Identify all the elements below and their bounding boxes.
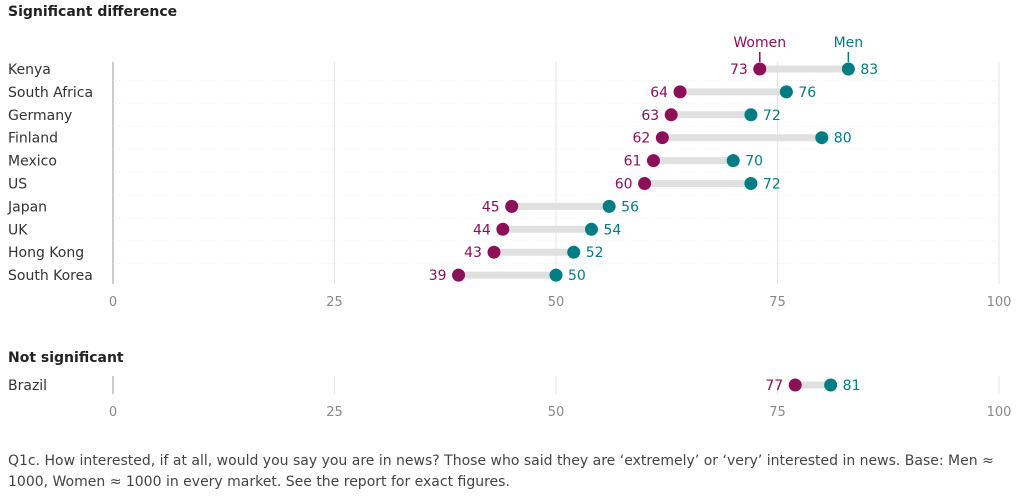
women-value-label: 77 <box>765 378 783 394</box>
category-label: Japan <box>7 199 47 215</box>
x-tick-label: 0 <box>109 295 117 310</box>
women-point <box>664 108 678 122</box>
women-value-label: 44 <box>473 222 491 238</box>
x-tick-label: 75 <box>769 405 786 420</box>
men-point <box>602 199 616 213</box>
women-point <box>638 177 652 190</box>
women-point <box>505 199 519 213</box>
women-value-label: 39 <box>429 268 447 284</box>
category-label: Kenya <box>8 62 51 78</box>
category-label: Finland <box>8 131 58 147</box>
men-point <box>744 108 758 122</box>
men-value-label: 80 <box>834 131 852 147</box>
women-point <box>788 378 802 392</box>
panel-title: Significant difference <box>8 4 177 20</box>
men-value-label: 56 <box>621 199 639 215</box>
women-point <box>655 131 669 145</box>
x-tick-label: 100 <box>987 405 1012 420</box>
women-value-label: 61 <box>624 154 642 170</box>
men-value-label: 72 <box>763 177 781 193</box>
category-label: UK <box>8 222 28 238</box>
x-tick-label: 0 <box>109 405 117 420</box>
x-tick-label: 75 <box>769 295 786 310</box>
category-label: Hong Kong <box>8 245 84 261</box>
men-value-label: 83 <box>860 62 878 78</box>
men-point <box>841 62 855 76</box>
women-value-label: 45 <box>482 199 500 215</box>
men-point <box>815 131 829 145</box>
category-label: Germany <box>8 108 72 124</box>
category-label: Mexico <box>8 154 57 170</box>
panel-title: Not significant <box>8 350 124 366</box>
legend-women: Women <box>733 35 786 51</box>
men-point <box>824 378 838 392</box>
men-value-label: 50 <box>568 268 586 284</box>
category-label: South Korea <box>8 268 93 284</box>
men-point <box>744 177 758 190</box>
men-point <box>549 268 563 282</box>
chart-footnote: Q1c. How interested, if at all, would yo… <box>8 453 994 490</box>
men-point <box>726 154 740 168</box>
x-tick-label: 50 <box>548 295 565 310</box>
women-point <box>487 245 501 259</box>
men-value-label: 76 <box>798 85 816 101</box>
men-value-label: 54 <box>603 222 621 238</box>
women-value-label: 64 <box>650 85 668 101</box>
x-tick-label: 25 <box>326 295 343 310</box>
women-point <box>496 222 510 236</box>
women-value-label: 43 <box>464 245 482 261</box>
x-tick-label: 100 <box>987 295 1012 310</box>
women-value-label: 63 <box>641 108 659 124</box>
category-label: Brazil <box>8 378 47 394</box>
category-label: South Africa <box>8 85 93 101</box>
x-tick-label: 25 <box>326 405 343 420</box>
men-point <box>779 85 793 99</box>
women-value-label: 62 <box>632 131 650 147</box>
legend-men: Men <box>834 35 864 51</box>
men-value-label: 72 <box>763 108 781 124</box>
women-point <box>753 62 767 76</box>
men-value-label: 81 <box>843 378 861 394</box>
men-value-label: 70 <box>745 154 763 170</box>
men-value-label: 52 <box>586 245 604 261</box>
women-value-label: 73 <box>730 62 748 78</box>
category-label: US <box>8 177 27 193</box>
women-value-label: 60 <box>615 177 633 193</box>
men-point <box>567 245 581 259</box>
women-point <box>673 85 687 99</box>
women-point <box>646 154 660 168</box>
men-point <box>584 222 598 236</box>
women-point <box>452 268 466 282</box>
chart-canvas: Significant difference 0 25 50 75 100 Kenya 73 8… <box>7 4 1012 420</box>
x-tick-label: 50 <box>548 405 565 420</box>
